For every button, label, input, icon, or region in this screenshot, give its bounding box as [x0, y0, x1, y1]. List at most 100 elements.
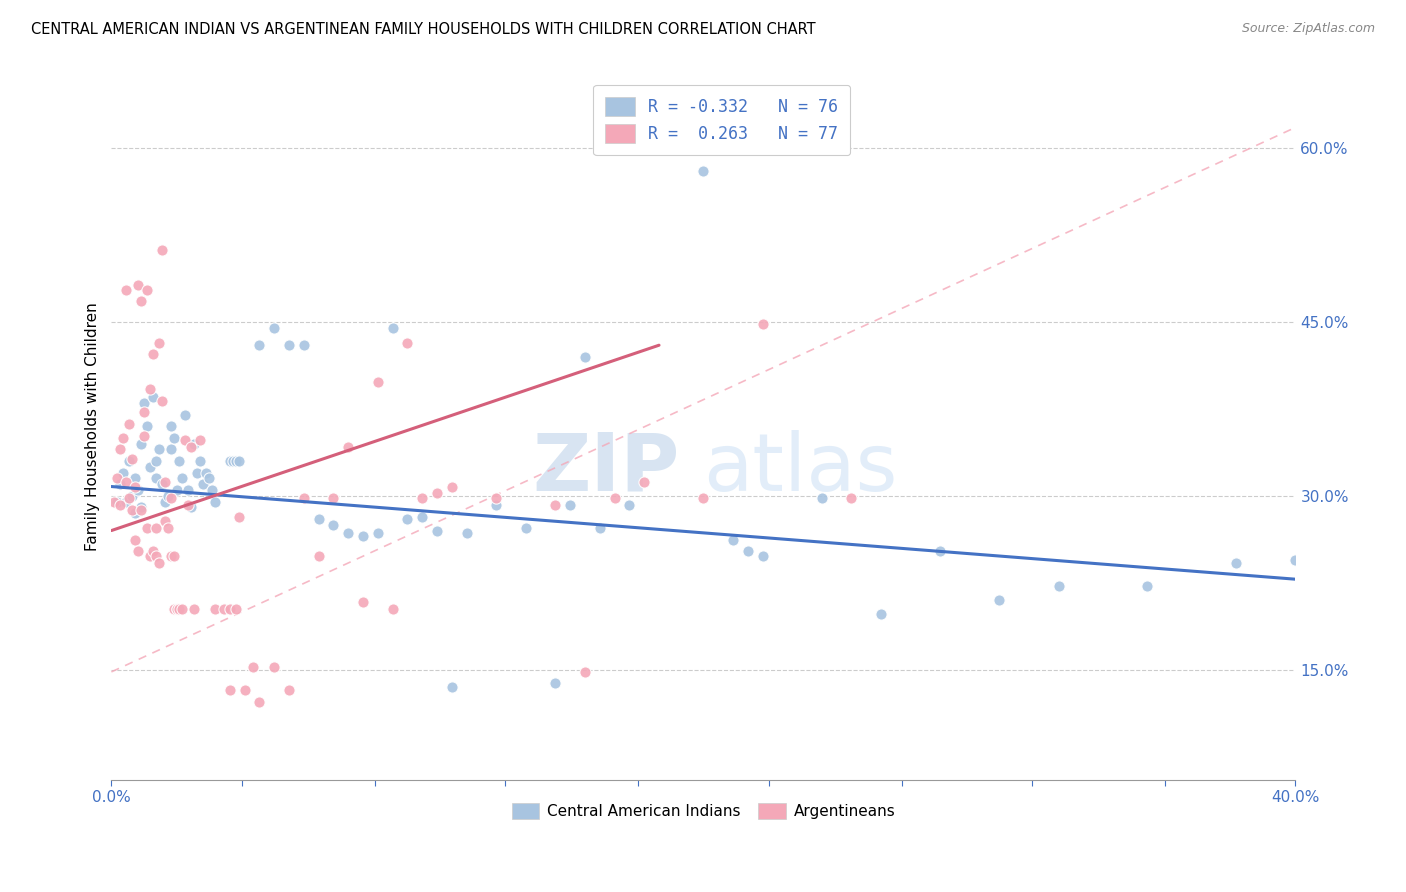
Point [1047, 579, 1070, 593]
Point [118, 417, 141, 431]
Point [721, 533, 744, 547]
Point [174, 408, 197, 422]
Text: CENTRAL AMERICAN INDIAN VS ARGENTINEAN FAMILY HOUSEHOLDS WITH CHILDREN CORRELATI: CENTRAL AMERICAN INDIAN VS ARGENTINEAN F… [31, 22, 815, 37]
Point [145, 549, 167, 563]
Point [278, 338, 301, 352]
Point [242, 660, 264, 674]
Point [426, 486, 449, 500]
Point [172, 602, 194, 616]
Point [337, 525, 360, 540]
Point [142, 390, 165, 404]
Point [560, 498, 582, 512]
Point [124, 506, 146, 520]
Point [124, 533, 146, 547]
Point [153, 494, 176, 508]
Point [118, 491, 141, 505]
Point [485, 491, 508, 505]
Point [153, 475, 176, 489]
Point [574, 665, 596, 679]
Point [308, 512, 330, 526]
Point [169, 454, 191, 468]
Point [172, 471, 194, 485]
Point [225, 602, 247, 616]
Point [145, 471, 167, 485]
Point [692, 164, 714, 178]
Point [162, 431, 184, 445]
Point [124, 471, 146, 485]
Point [159, 419, 181, 434]
Point [811, 491, 834, 505]
Point [218, 683, 240, 698]
Point [396, 512, 419, 526]
Point [110, 442, 132, 457]
Point [574, 350, 596, 364]
Text: atlas: atlas [703, 430, 898, 508]
Y-axis label: Family Households with Children: Family Households with Children [86, 301, 100, 550]
Point [166, 602, 188, 616]
Point [162, 549, 184, 563]
Point [193, 477, 215, 491]
Point [153, 514, 176, 528]
Point [396, 335, 419, 350]
Point [440, 680, 463, 694]
Point [322, 491, 344, 505]
Point [127, 483, 149, 497]
Point [426, 524, 449, 538]
Point [103, 494, 125, 508]
Point [180, 440, 202, 454]
Point [456, 525, 478, 540]
Point [129, 294, 152, 309]
Point [544, 676, 567, 690]
Point [139, 549, 162, 563]
Point [228, 454, 250, 468]
Point [218, 602, 240, 616]
Point [127, 544, 149, 558]
Point [367, 376, 389, 390]
Point [1136, 579, 1159, 593]
Point [110, 498, 132, 512]
Point [142, 347, 165, 361]
Point [112, 466, 135, 480]
Point [440, 479, 463, 493]
Point [589, 521, 612, 535]
Point [751, 318, 773, 332]
Point [136, 283, 159, 297]
Point [156, 521, 179, 535]
Point [150, 393, 173, 408]
Point [603, 491, 626, 505]
Point [278, 683, 301, 698]
Point [148, 335, 170, 350]
Point [150, 244, 173, 258]
Point [204, 602, 226, 616]
Point [112, 431, 135, 445]
Point [121, 502, 143, 516]
Point [381, 321, 404, 335]
Point [148, 556, 170, 570]
Point [212, 602, 235, 616]
Point [136, 419, 159, 434]
Point [142, 544, 165, 558]
Point [692, 491, 714, 505]
Point [148, 442, 170, 457]
Point [177, 483, 200, 497]
Point [292, 338, 315, 352]
Point [115, 475, 138, 489]
Point [166, 602, 188, 616]
Point [198, 471, 221, 485]
Point [121, 489, 143, 503]
Point [411, 491, 433, 505]
Point [186, 466, 208, 480]
Point [132, 396, 155, 410]
Point [105, 494, 128, 508]
Point [263, 321, 285, 335]
Point [751, 549, 773, 563]
Point [139, 382, 162, 396]
Point [174, 433, 197, 447]
Point [183, 602, 205, 616]
Point [188, 454, 211, 468]
Point [162, 602, 184, 616]
Point [195, 466, 218, 480]
Point [1225, 556, 1247, 570]
Point [225, 454, 247, 468]
Point [292, 491, 315, 505]
